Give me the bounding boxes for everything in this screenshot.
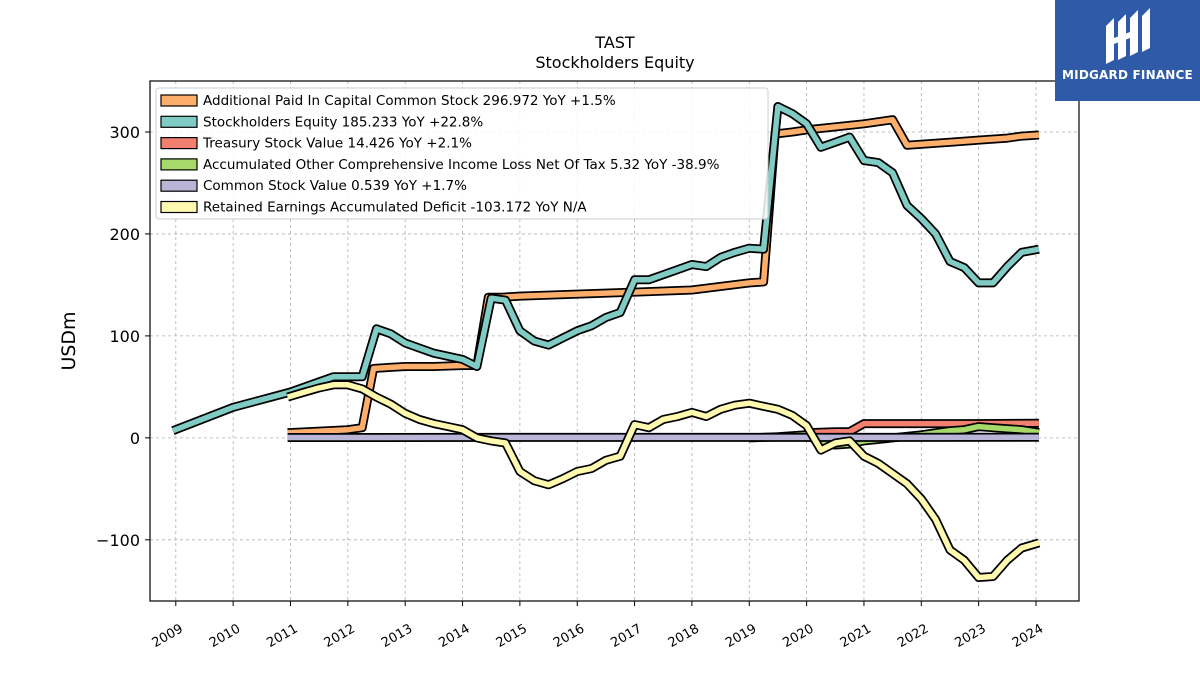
series-line-1	[171, 103, 1040, 434]
x-tick-label: 2017	[608, 621, 644, 651]
x-tick-label: 2010	[207, 621, 243, 651]
x-tick-label: 2015	[494, 621, 530, 651]
x-tick-label: 2023	[952, 621, 988, 651]
series-line-5	[286, 382, 1040, 581]
y-tick-label: 300	[109, 123, 140, 142]
legend-entry: Additional Paid In Capital Common Stock …	[203, 93, 616, 109]
x-tick-label: 2019	[723, 621, 759, 651]
legend-entry: Treasury Stock Value 14.426 YoY +2.1%	[202, 136, 472, 152]
y-axis-label: USDm	[58, 311, 80, 370]
x-tick-label: 2018	[666, 621, 702, 651]
logo-text: MIDGARD FINANCE	[1062, 68, 1193, 82]
x-tick-label: 2021	[838, 621, 874, 651]
legend-box	[155, 87, 769, 220]
legend-entry: Stockholders Equity 185.233 YoY +22.8%	[203, 114, 483, 130]
chart-title: TAST	[594, 33, 635, 52]
legend: Additional Paid In Capital Common Stock …	[155, 87, 769, 220]
logo-mark-icon	[1106, 8, 1150, 64]
x-tick-label: 2014	[436, 621, 472, 651]
legend-swatch	[160, 137, 198, 150]
x-tick-label: 2009	[150, 621, 186, 651]
brand-logo: MIDGARD FINANCE	[1055, 0, 1200, 101]
x-tick-label: 2011	[264, 621, 300, 651]
x-tick-label: 2022	[895, 621, 931, 651]
series-outline-5	[286, 380, 1041, 582]
x-tick-label: 2020	[780, 621, 816, 651]
y-tick-label: 200	[109, 225, 140, 244]
legend-swatch	[160, 158, 198, 171]
legend-swatch	[160, 94, 198, 107]
legend-swatch	[160, 179, 198, 192]
y-axis-ticks: −100 0 100 200 300	[96, 123, 150, 550]
x-axis-ticks: 2009 2010 2011 2012 2013 2014 2015 2016 2017 2018…	[150, 601, 1046, 651]
y-tick-label: 100	[109, 327, 140, 346]
x-tick-label: 2012	[322, 621, 358, 651]
legend-swatch	[160, 200, 198, 214]
series-lines	[171, 102, 1041, 582]
x-tick-label: 2024	[1010, 621, 1046, 651]
legend-entry: Retained Earnings Accumulated Deficit -1…	[203, 200, 587, 216]
y-tick-label: −100	[96, 531, 140, 550]
series-line-0	[287, 116, 1040, 436]
plot-frame	[149, 80, 1080, 602]
x-tick-label: 2013	[379, 621, 415, 651]
y-tick-label: 0	[130, 429, 140, 448]
x-tick-label: 2016	[551, 621, 587, 651]
legend-entry: Common Stock Value 0.539 YoY +1.7%	[203, 178, 467, 194]
legend-swatch	[160, 115, 198, 128]
legend-entry: Accumulated Other Comprehensive Income L…	[203, 157, 720, 173]
chart-subtitle: Stockholders Equity	[535, 53, 694, 72]
